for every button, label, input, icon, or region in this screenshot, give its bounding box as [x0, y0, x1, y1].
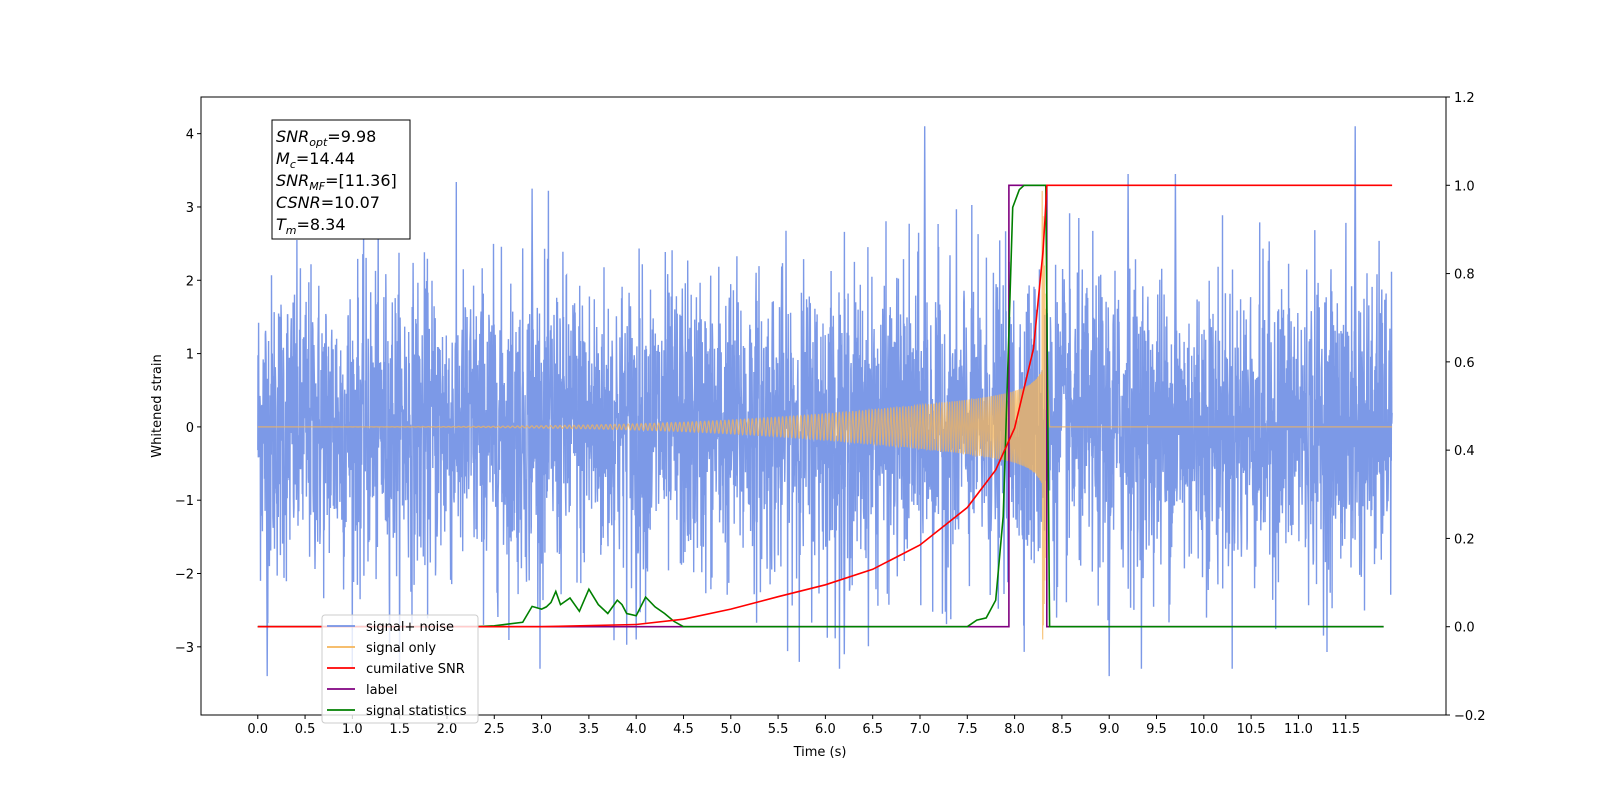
- legend-frame: [321, 614, 479, 724]
- x-tick-label: 4.0: [626, 722, 647, 737]
- legend-label: signal+ noise: [366, 620, 454, 635]
- x-tick-label: 7.5: [957, 722, 978, 737]
- series-line-signal-only: [257, 190, 1393, 640]
- x-tick-label: 11.5: [1331, 722, 1360, 737]
- y2-tick-label: 0.6: [1454, 356, 1475, 371]
- x-tick-label: 5.5: [768, 722, 789, 737]
- y2-tick-label: −0.2: [1454, 709, 1486, 724]
- x-tick-label: 4.5: [673, 722, 694, 737]
- x-tick-label: 6.5: [862, 722, 883, 737]
- x-tick-label: 10.0: [1189, 722, 1218, 737]
- y2-tick-label: 0.8: [1454, 268, 1475, 283]
- x-tick-label: 9.5: [1146, 722, 1167, 737]
- legend-label: signal statistics: [366, 704, 467, 719]
- y2-axis-ticks: 1.2 1.0 0.8 0.6 0.4 0.2 0.0 −0.2: [1446, 91, 1486, 724]
- x-tick-label: 1.5: [389, 722, 410, 737]
- y-tick-label: 0: [186, 421, 194, 436]
- x-tick-label: 10.5: [1237, 722, 1266, 737]
- x-tick-label: 6.0: [815, 722, 836, 737]
- series-line-cumilative-snr: [257, 184, 1393, 628]
- x-tick-label: 0.5: [295, 722, 316, 737]
- annotation-box: SNRopt=9.98Mc=14.44SNRMF=[11.36]CSNR=10.…: [271, 119, 411, 240]
- x-tick-label: 9.0: [1099, 722, 1120, 737]
- y-tick-label: −3: [175, 641, 194, 656]
- series-signal-only: [257, 190, 1393, 640]
- y-tick-label: 2: [186, 274, 194, 289]
- y-tick-label: −1: [175, 494, 194, 509]
- annotation-line: Mc=14.44: [276, 149, 355, 171]
- y-tick-label: 3: [186, 201, 194, 216]
- x-tick-label: 7.0: [910, 722, 931, 737]
- y2-tick-label: 1.2: [1454, 91, 1475, 106]
- x-tick-label: 1.0: [342, 722, 363, 737]
- legend: signal+ noise signal only cumilative SNR la…: [321, 614, 479, 724]
- legend-label: cumilative SNR: [366, 662, 465, 677]
- annotation-line: CSNR=10.07: [276, 193, 380, 212]
- y-tick-label: −2: [175, 568, 194, 583]
- y2-tick-label: 0.0: [1454, 621, 1475, 636]
- annotation-line: SNRMF=[11.36]: [276, 171, 397, 193]
- series-signal-noise: [257, 126, 1393, 677]
- legend-label: signal only: [366, 641, 436, 656]
- right-axis-series: [257, 184, 1393, 628]
- x-tick-label: 8.5: [1052, 722, 1073, 737]
- annotation-line: Tm=8.34: [276, 215, 346, 237]
- x-tick-label: 2.0: [437, 722, 458, 737]
- annotation-frame: [271, 119, 411, 240]
- x-tick-label: 11.0: [1284, 722, 1313, 737]
- x-tick-label: 5.0: [720, 722, 741, 737]
- y2-tick-label: 0.2: [1454, 532, 1475, 547]
- x-tick-label: 0.0: [247, 722, 268, 737]
- x-tick-label: 8.0: [1004, 722, 1025, 737]
- series-line-signal-statistics: [257, 184, 1384, 628]
- x-axis-label: Time (s): [793, 745, 847, 760]
- series-line-signal-noise: [257, 126, 1393, 677]
- plot-frame: [200, 96, 1447, 716]
- annotation-line: SNRopt=9.98: [276, 127, 376, 149]
- x-tick-label: 3.5: [579, 722, 600, 737]
- y-axis-ticks: 4 3 2 1 0 −1 −2 −3: [175, 128, 201, 656]
- x-axis-ticks: 0.0 0.5 1.0 1.5 2.0 2.5 3.0 3.5 4.0 4.5 5.0 5.5 6.0 6…: [247, 715, 1360, 737]
- legend-label: label: [366, 683, 397, 698]
- y-tick-label: 1: [186, 348, 194, 363]
- x-tick-label: 2.5: [484, 722, 505, 737]
- y-axis-label: Whitened strain: [150, 354, 165, 457]
- y2-tick-label: 1.0: [1454, 179, 1475, 194]
- y2-tick-label: 0.4: [1454, 444, 1475, 459]
- x-tick-label: 3.0: [531, 722, 552, 737]
- y-tick-label: 4: [186, 128, 194, 143]
